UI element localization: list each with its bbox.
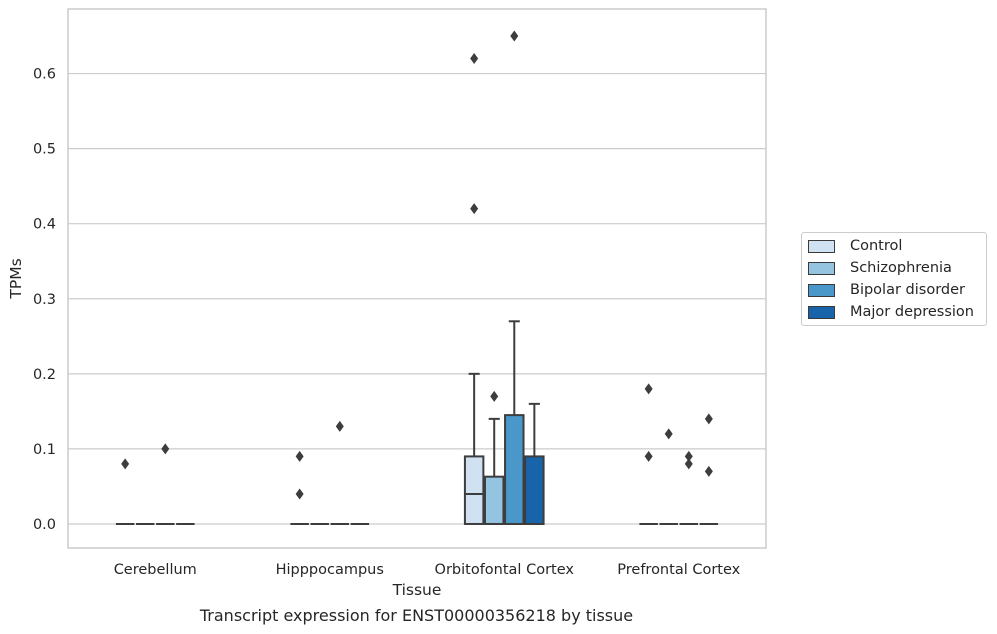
legend-label-control: Control [850, 238, 903, 254]
box-2-1 [330, 420, 350, 525]
y-tick-label: 0.3 [33, 292, 56, 308]
box-1-2 [483, 390, 505, 525]
legend-item-major-depression: Major depression [808, 303, 974, 321]
outlier-point [644, 383, 653, 395]
outlier-point [664, 428, 673, 440]
legend-item-schizophrenia: Schizophrenia [808, 259, 952, 277]
box-2-2 [504, 30, 525, 525]
y-tick-label: 0.2 [33, 367, 56, 383]
legend-label-major-depression: Major depression [850, 304, 974, 320]
box-0-1 [290, 450, 309, 525]
y-tick-label: 0.4 [33, 217, 56, 233]
outlier-point [470, 203, 479, 215]
figure-caption: Transcript expression for ENST0000035621… [199, 606, 634, 625]
outlier-point [510, 30, 519, 42]
legend: Control Schizophrenia Bipolar disorder M… [801, 232, 987, 326]
outlier-point [335, 420, 344, 432]
outlier-point [684, 450, 693, 462]
legend-item-bipolar-disorder: Bipolar disorder [808, 281, 965, 299]
y-tick-label: 0.6 [33, 67, 56, 83]
box-0-0 [115, 458, 135, 525]
outlier-point [644, 450, 653, 462]
legend-label-schizophrenia: Schizophrenia [850, 260, 952, 276]
box-0-2 [463, 53, 485, 525]
legend-swatch-control [808, 239, 835, 253]
box-body [463, 455, 485, 525]
box-body [524, 455, 545, 525]
outlier-point [704, 465, 713, 477]
y-tick-label: 0.0 [33, 517, 56, 533]
outlier-point [490, 390, 499, 402]
plot-area [68, 9, 766, 548]
box-body [504, 414, 525, 525]
box-3-2 [524, 402, 545, 525]
box-3-3 [699, 413, 719, 525]
outlier-point [704, 413, 713, 425]
x-tick-label: Orbitofontal Cortex [435, 562, 575, 578]
outlier-point [684, 458, 693, 470]
legend-item-control: Control [808, 237, 902, 255]
x-axis-label: Tissue [392, 581, 442, 599]
outlier-point [295, 488, 304, 500]
outlier-point [161, 443, 170, 455]
plot-frame [67, 8, 767, 549]
y-axis-label: TPMs [7, 258, 25, 299]
x-tick-label: Prefrontal Cortex [617, 562, 740, 578]
legend-swatch-bipolar-disorder [808, 283, 835, 297]
box-2-0 [156, 443, 175, 525]
outlier-point [295, 450, 304, 462]
legend-swatch-major-depression [808, 305, 835, 319]
box-0-3 [639, 383, 658, 525]
outlier-point [470, 53, 479, 65]
legend-label-bipolar-disorder: Bipolar disorder [850, 282, 965, 298]
x-tick-label: Hipppocampus [276, 562, 384, 578]
legend-swatch-schizophrenia [808, 261, 835, 275]
x-tick-label: Cerebellum [114, 562, 197, 578]
y-tick-label: 0.5 [33, 142, 56, 158]
box-1-3 [659, 428, 678, 525]
box-body [483, 475, 505, 525]
y-tick-label: 0.1 [33, 442, 56, 458]
box-2-3 [679, 450, 699, 525]
outlier-point [121, 458, 130, 470]
